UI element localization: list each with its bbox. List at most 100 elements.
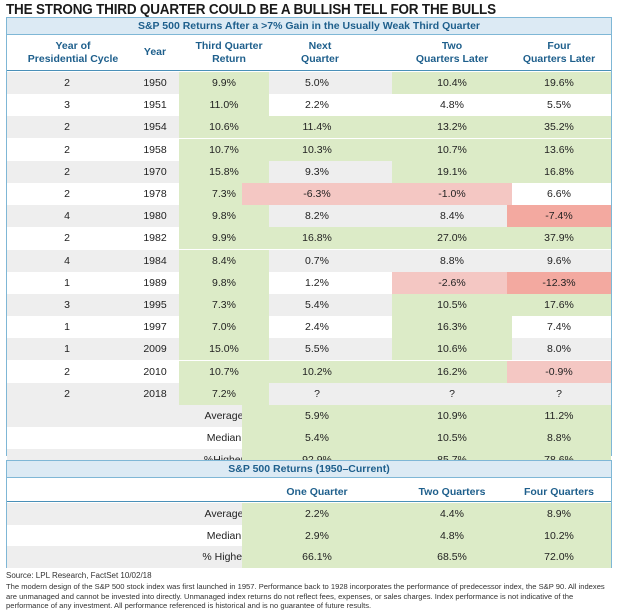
cell-four: 16.8%	[507, 160, 611, 183]
cell-four: -0.9%	[507, 360, 611, 383]
cell-cycle: 4	[64, 254, 70, 267]
cell-two: -1.0%	[392, 183, 512, 205]
cell-four: 72.0%	[507, 546, 611, 568]
cell-q3: 11.0%	[179, 94, 269, 117]
cell-two: 27.0%	[392, 227, 512, 250]
cell-year: 1984	[143, 254, 167, 267]
stat-label: Median	[206, 432, 242, 445]
source-note: Source: LPL Research, FactSet 10/02/18	[6, 571, 152, 580]
cell-cycle: 2	[64, 188, 70, 200]
cell-year: 2018	[143, 387, 167, 400]
col-header-next: Next Quarter	[301, 40, 339, 65]
cell-next: 0.7%	[305, 254, 329, 267]
cell-q3: 7.0%	[179, 316, 269, 339]
table-row: 2 1954 10.6% 11.4% 13.2% 35.2%	[7, 116, 611, 139]
cell-four: 13.6%	[507, 138, 611, 161]
cell-next: -6.3%	[242, 183, 392, 205]
cell-year: 1989	[143, 276, 167, 289]
cell-q3: 15.8%	[179, 160, 269, 183]
disclaimer: The modern design of the S&P 500 stock i…	[6, 582, 605, 610]
cell-cycle: 4	[64, 210, 70, 223]
cell-year: 1950	[143, 77, 167, 89]
returns-after-strong-q3-table: S&P 500 Returns After a >7% Gain in the …	[6, 17, 612, 472]
table2-subtitle: S&P 500 Returns (1950–Current)	[7, 461, 611, 478]
row-label: Median	[206, 529, 242, 542]
header-rule-2	[7, 501, 611, 502]
table-row: 2 1978 7.3% -6.3% -1.0% 6.6%	[7, 183, 611, 205]
stat-four: 11.2%	[507, 405, 611, 427]
cell-next: 2.2%	[305, 99, 329, 112]
table-row: Median 2.9% 4.8% 10.2%	[7, 524, 611, 547]
cell-q3: 8.4%	[179, 249, 269, 272]
cell-four: 10.2%	[507, 524, 611, 547]
page-title: THE STRONG THIRD QUARTER COULD BE A BULL…	[6, 2, 496, 18]
cell-next: 10.3%	[242, 138, 392, 161]
table1-subtitle: S&P 500 Returns After a >7% Gain in the …	[7, 18, 611, 35]
table-row: 3 1951 11.0% 2.2% 4.8% 5.5%	[7, 94, 611, 117]
cell-q3: 9.8%	[179, 271, 269, 294]
cell-cycle: 1	[64, 276, 70, 289]
cell-next: ?	[314, 387, 320, 400]
table-row: 2 2010 10.7% 10.2% 16.2% -0.9%	[7, 360, 611, 383]
cell-year: 1995	[143, 299, 167, 311]
cell-two: 8.8%	[440, 254, 464, 267]
cell-two: 4.4%	[392, 503, 512, 525]
cell-four: ?	[556, 387, 562, 400]
returns-all-years-table: S&P 500 Returns (1950–Current) One Quart…	[6, 460, 612, 568]
cell-cycle: 1	[64, 343, 70, 356]
stat-row: Average 5.9% 10.9% 11.2%	[7, 405, 611, 427]
cell-one: 66.1%	[242, 546, 392, 568]
cell-two: 68.5%	[392, 546, 512, 568]
cell-next: 9.3%	[305, 165, 329, 178]
cell-two: -2.6%	[392, 271, 512, 294]
table-row: Average 2.2% 4.4% 8.9%	[7, 503, 611, 525]
cell-q3: 9.8%	[179, 205, 269, 228]
table-row: 2 1950 9.9% 5.0% 10.4% 19.6%	[7, 72, 611, 94]
cell-year: 2009	[143, 343, 167, 356]
cell-next: 5.5%	[305, 343, 329, 356]
table-row: 2 1982 9.9% 16.8% 27.0% 37.9%	[7, 227, 611, 250]
cell-next: 1.2%	[305, 276, 329, 289]
col-header-two-quarters: Two Quarters	[418, 486, 486, 498]
col-header-four-quarters: Four Quarters	[523, 486, 594, 498]
col-header-four: Four Quarters Later	[522, 40, 596, 65]
cell-two: 10.4%	[392, 72, 512, 94]
table-row: 1 1989 9.8% 1.2% -2.6% -12.3%	[7, 271, 611, 294]
table-row: 2 1970 15.8% 9.3% 19.1% 16.8%	[7, 160, 611, 183]
cell-year: 1951	[143, 99, 167, 112]
cell-year: 1954	[143, 121, 167, 134]
cell-cycle: 3	[64, 299, 70, 311]
cell-q3: 7.2%	[179, 382, 269, 405]
cell-year: 1970	[143, 165, 167, 178]
cell-two: 16.3%	[392, 316, 512, 339]
cell-two: 13.2%	[392, 116, 512, 139]
cell-two: ?	[449, 387, 455, 400]
table-row: 1 2009 15.0% 5.5% 10.6% 8.0%	[7, 338, 611, 361]
cell-two: 4.8%	[440, 99, 464, 112]
cell-one: 2.2%	[242, 503, 392, 525]
cell-four: -7.4%	[507, 205, 611, 228]
table-row: 4 1980 9.8% 8.2% 8.4% -7.4%	[7, 205, 611, 228]
cell-two: 16.2%	[392, 360, 512, 383]
cell-cycle: 1	[64, 321, 70, 334]
cell-next: 10.2%	[242, 360, 392, 383]
cell-year: 1980	[143, 210, 167, 223]
cell-two: 8.4%	[440, 210, 464, 223]
stat-row: Median 5.4% 10.5% 8.8%	[7, 427, 611, 450]
cell-four: 6.6%	[547, 188, 571, 200]
cell-next: 5.0%	[305, 77, 329, 89]
table-row: 3 1995 7.3% 5.4% 10.5% 17.6%	[7, 294, 611, 316]
cell-next: 11.4%	[242, 116, 392, 139]
cell-two: 10.6%	[392, 338, 512, 361]
cell-next: 8.2%	[305, 210, 329, 223]
table-row: 4 1984 8.4% 0.7% 8.8% 9.6%	[7, 249, 611, 272]
cell-two: 10.5%	[392, 294, 512, 316]
cell-year: 1958	[143, 143, 167, 156]
cell-cycle: 2	[64, 121, 70, 134]
stat-next: 5.9%	[242, 405, 392, 427]
cell-year: 2010	[143, 365, 167, 378]
cell-cycle: 2	[64, 232, 70, 245]
cell-q3: 15.0%	[179, 338, 269, 361]
table-row: % Higher 66.1% 68.5% 72.0%	[7, 546, 611, 568]
cell-year: 1978	[143, 188, 167, 200]
